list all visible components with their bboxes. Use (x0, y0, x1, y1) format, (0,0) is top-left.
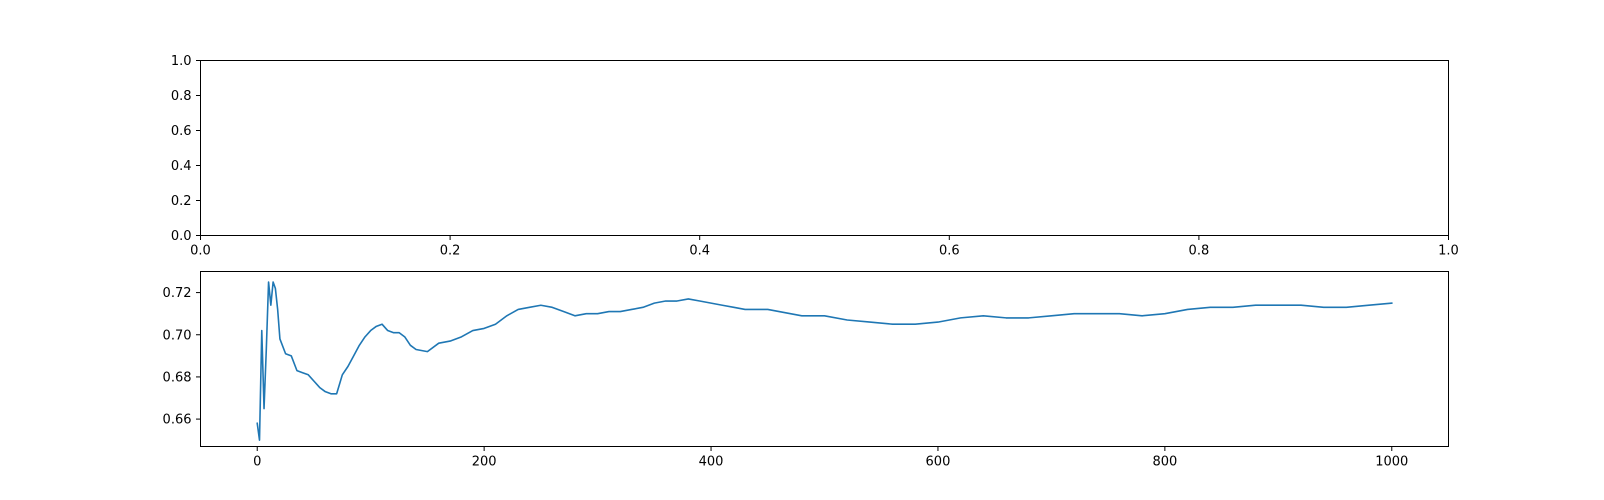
bottom-x-tick-label: 600 (926, 455, 951, 470)
top-x-tick-label: 0.6 (939, 244, 960, 259)
bottom-x-tick-label: 200 (472, 455, 497, 470)
top-y-tick-label: 0.2 (171, 194, 192, 209)
bottom-y-tick-label: 0.68 (163, 370, 192, 385)
bottom-x-tick-label: 1000 (1375, 455, 1408, 470)
top-x-tick-label: 1.0 (1438, 244, 1459, 259)
bottom-y-tick-label: 0.66 (163, 413, 192, 428)
bottom-y-tick-label: 0.72 (163, 286, 192, 301)
top-axes-frame (200, 60, 1449, 236)
top-y-tick-label: 0.4 (171, 159, 192, 174)
top-x-tick-label: 0.4 (689, 244, 710, 259)
bottom-axes: 0 200 400 600 800 1000 0.66 0.68 0.70 0.72 (163, 271, 1449, 470)
top-axes: 0.0 0.2 0.4 0.6 0.8 1.0 0.0 0.2 0.4 0.6 0.8 1.0 (171, 54, 1459, 259)
bottom-x-tick-label: 0 (253, 455, 261, 470)
top-x-tick-label: 0.0 (190, 244, 211, 259)
bottom-x-tick-label: 400 (699, 455, 724, 470)
bottom-x-ticks: 0 200 400 600 800 1000 (253, 446, 1408, 470)
bottom-series-group (256, 281, 1393, 441)
top-x-tick-label: 0.8 (1189, 244, 1210, 259)
top-y-ticks: 0.0 0.2 0.4 0.6 0.8 1.0 (171, 54, 201, 244)
bottom-series-line-0 (256, 281, 1393, 441)
top-y-tick-label: 0.6 (171, 124, 192, 139)
bottom-y-ticks: 0.66 0.68 0.70 0.72 (163, 286, 201, 428)
top-x-tick-label: 0.2 (440, 244, 461, 259)
top-x-ticks: 0.0 0.2 0.4 0.6 0.8 1.0 (190, 235, 1459, 259)
top-y-tick-label: 0.8 (171, 89, 192, 104)
bottom-axes-frame (200, 271, 1449, 447)
top-y-tick-label: 1.0 (171, 54, 192, 69)
bottom-x-tick-label: 800 (1152, 455, 1177, 470)
top-y-tick-label: 0.0 (171, 229, 192, 244)
bottom-y-tick-label: 0.70 (163, 328, 192, 343)
